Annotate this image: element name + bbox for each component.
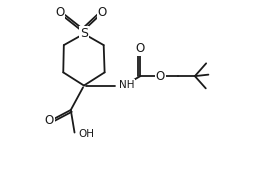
- Text: NH: NH: [119, 80, 135, 90]
- Text: O: O: [44, 114, 54, 127]
- Text: S: S: [80, 27, 88, 40]
- Text: O: O: [156, 70, 165, 83]
- Text: OH: OH: [79, 129, 95, 139]
- Text: O: O: [55, 6, 64, 19]
- Text: O: O: [136, 42, 145, 55]
- Text: O: O: [98, 6, 107, 19]
